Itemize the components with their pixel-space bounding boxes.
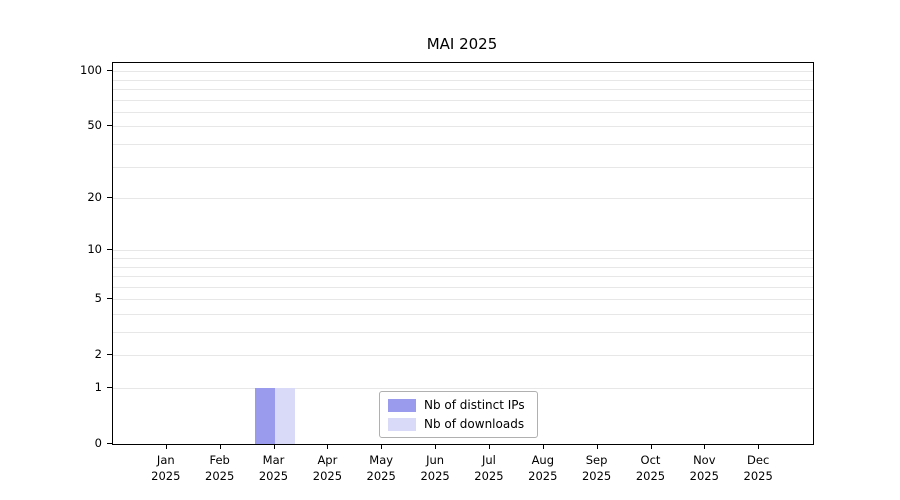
x-tick-label: Nov 2025 xyxy=(674,452,734,484)
x-tick-mark xyxy=(381,445,383,449)
x-tick-mark xyxy=(219,445,221,449)
x-tick-mark xyxy=(650,445,652,449)
x-tick-month: Jul xyxy=(481,453,496,467)
gridline xyxy=(113,79,813,81)
gridline xyxy=(113,198,813,199)
x-tick-year: 2025 xyxy=(581,469,612,483)
gridline xyxy=(113,111,813,113)
x-tick-mark xyxy=(273,445,275,449)
x-tick-label: Jul 2025 xyxy=(459,452,519,484)
y-tick-label: 2 xyxy=(94,347,102,362)
x-tick-label: Apr 2025 xyxy=(297,452,357,484)
gridline xyxy=(113,286,813,288)
x-tick-month: Dec xyxy=(747,453,770,467)
x-tick-year: 2025 xyxy=(205,469,235,483)
y-tick-mark xyxy=(107,125,112,127)
plot-area xyxy=(112,62,814,445)
y-tick-mark xyxy=(107,387,112,388)
gridline xyxy=(113,71,813,73)
x-tick-year: 2025 xyxy=(474,469,504,483)
legend-entry: Nb of downloads xyxy=(388,417,525,431)
y-tick-mark xyxy=(107,443,112,444)
legend: Nb of distinct IPs Nb of downloads xyxy=(379,391,538,438)
gridline xyxy=(113,166,813,168)
gridline xyxy=(113,276,813,277)
x-tick-month: Mar xyxy=(262,453,285,467)
x-tick-month: Nov xyxy=(693,453,716,467)
gridline xyxy=(113,299,813,301)
x-tick-month: Aug xyxy=(531,453,555,467)
x-tick-label: May 2025 xyxy=(351,452,411,484)
x-tick-year: 2025 xyxy=(420,469,450,483)
gridline xyxy=(113,266,813,268)
legend-entry: Nb of distinct IPs xyxy=(388,398,525,412)
x-tick-year: 2025 xyxy=(151,469,181,483)
gridline xyxy=(113,355,813,357)
x-tick-label: Oct 2025 xyxy=(621,452,681,484)
x-tick-month: Jan xyxy=(156,453,175,467)
x-tick-month: May xyxy=(369,453,394,467)
gridline xyxy=(113,88,813,90)
legend-swatch xyxy=(388,417,416,431)
chart-title: MAI 2025 xyxy=(426,35,498,53)
gridline xyxy=(113,143,813,145)
x-tick-label: Mar 2025 xyxy=(244,452,304,484)
gridline xyxy=(113,250,813,252)
x-tick-year: 2025 xyxy=(689,469,719,483)
x-tick-label: Jan 2025 xyxy=(136,452,196,484)
gridline xyxy=(113,314,813,315)
x-tick-year: 2025 xyxy=(528,469,558,483)
x-tick-label: Aug 2025 xyxy=(513,452,573,484)
legend-label: Nb of distinct IPs xyxy=(424,398,525,412)
x-tick-mark xyxy=(327,445,329,449)
gridline xyxy=(113,332,813,333)
gridline xyxy=(113,126,813,128)
x-tick-month: Jun xyxy=(426,453,445,467)
x-tick-month: Oct xyxy=(640,453,661,467)
x-tick-year: 2025 xyxy=(743,469,773,483)
x-tick-mark xyxy=(435,445,437,449)
y-tick-label: 1 xyxy=(94,380,102,394)
y-tick-mark xyxy=(107,298,112,300)
x-tick-year: 2025 xyxy=(312,469,343,483)
x-tick-mark xyxy=(758,445,760,449)
y-tick-mark xyxy=(107,197,112,198)
x-tick-month: Sep xyxy=(585,453,608,467)
y-tick-label: 10 xyxy=(87,242,102,257)
gridline xyxy=(113,99,813,101)
y-tick-label: 0 xyxy=(94,436,102,450)
x-tick-year: 2025 xyxy=(366,469,396,483)
bar-distinct-ips xyxy=(254,388,275,444)
legend-label: Nb of downloads xyxy=(424,417,525,431)
x-tick-mark xyxy=(542,445,544,449)
gridline xyxy=(113,388,813,389)
x-tick-month: Feb xyxy=(209,453,230,467)
y-tick-mark xyxy=(107,249,112,251)
y-tick-label: 100 xyxy=(80,63,102,78)
x-tick-label: Dec 2025 xyxy=(728,452,788,484)
x-tick-label: Feb 2025 xyxy=(190,452,250,484)
x-tick-mark xyxy=(165,445,167,449)
y-tick-mark xyxy=(107,354,112,356)
y-tick-mark xyxy=(107,70,112,72)
y-tick-label: 50 xyxy=(87,118,102,133)
y-tick-label: 20 xyxy=(87,190,102,204)
bar-downloads xyxy=(274,388,295,444)
x-tick-mark xyxy=(488,445,490,449)
x-tick-month: Apr xyxy=(317,453,338,467)
x-tick-mark xyxy=(704,445,706,449)
x-tick-year: 2025 xyxy=(635,469,666,483)
x-tick-label: Sep 2025 xyxy=(567,452,627,484)
x-tick-label: Jun 2025 xyxy=(405,452,465,484)
x-tick-mark xyxy=(596,445,598,449)
x-tick-year: 2025 xyxy=(258,469,289,483)
y-tick-label: 5 xyxy=(94,291,102,306)
legend-swatch xyxy=(388,398,416,412)
gridline xyxy=(113,258,813,259)
